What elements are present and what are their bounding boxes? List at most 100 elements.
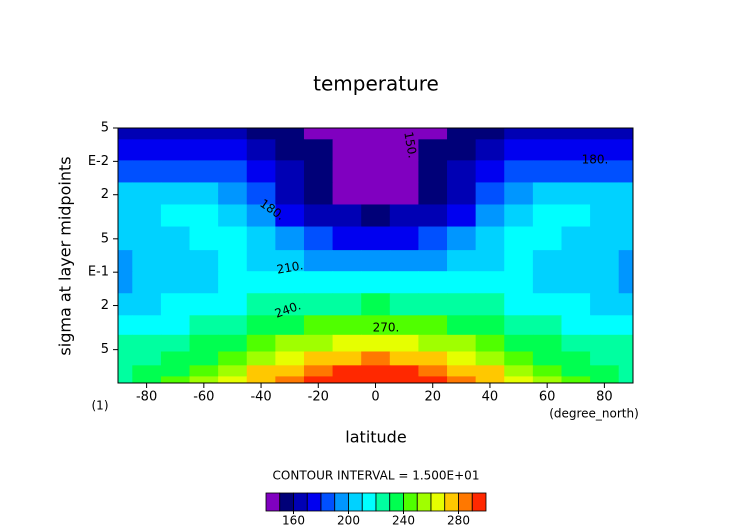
x-tick-label: -80 bbox=[136, 390, 157, 405]
cell bbox=[504, 351, 534, 366]
cell bbox=[475, 182, 505, 205]
cell bbox=[189, 204, 219, 228]
cell bbox=[447, 128, 477, 140]
y-tick-label: E-2 bbox=[88, 154, 109, 169]
cell bbox=[532, 160, 562, 183]
cell bbox=[561, 204, 591, 228]
cell bbox=[504, 139, 534, 161]
cell bbox=[361, 139, 391, 161]
cell bbox=[332, 293, 362, 316]
cell bbox=[160, 204, 191, 228]
cell bbox=[303, 271, 334, 294]
cell bbox=[418, 365, 448, 377]
cell bbox=[504, 376, 534, 384]
cell bbox=[590, 365, 620, 377]
cell bbox=[275, 293, 305, 316]
cell bbox=[561, 365, 591, 377]
x-tick-label: -60 bbox=[193, 390, 214, 405]
cell bbox=[246, 250, 276, 272]
colorbar-swatch bbox=[416, 492, 432, 512]
cell bbox=[332, 128, 362, 140]
cell bbox=[218, 139, 248, 161]
colorbar-tick-label: 280 bbox=[447, 514, 470, 528]
cell bbox=[303, 315, 334, 336]
cell bbox=[561, 315, 591, 336]
cell bbox=[303, 250, 334, 272]
contour-label: 270. bbox=[373, 321, 400, 335]
cell bbox=[532, 351, 562, 366]
cell bbox=[361, 250, 391, 272]
cell bbox=[561, 226, 591, 251]
cell bbox=[189, 226, 219, 251]
cell bbox=[418, 293, 448, 316]
cell bbox=[218, 160, 248, 183]
cell bbox=[189, 139, 219, 161]
x-tick-label: -20 bbox=[308, 390, 329, 405]
cell bbox=[246, 315, 276, 336]
colorbar-swatch bbox=[348, 492, 363, 512]
cell bbox=[361, 226, 391, 251]
cell bbox=[447, 293, 477, 316]
cell bbox=[389, 182, 419, 205]
cell bbox=[160, 250, 191, 272]
cell bbox=[218, 271, 248, 294]
cell bbox=[389, 315, 419, 336]
cell bbox=[447, 365, 477, 377]
colorbar-tick-label: 240 bbox=[392, 514, 415, 528]
cell bbox=[389, 334, 419, 352]
cell bbox=[246, 271, 276, 294]
cell bbox=[132, 250, 162, 272]
cell bbox=[418, 128, 448, 140]
cell bbox=[218, 226, 248, 251]
cell bbox=[418, 226, 448, 251]
cell bbox=[504, 271, 534, 294]
cell bbox=[132, 160, 162, 183]
cell bbox=[618, 160, 634, 183]
cell bbox=[118, 293, 133, 316]
cell bbox=[447, 351, 477, 366]
cell bbox=[118, 139, 133, 161]
cell bbox=[418, 250, 448, 272]
cell bbox=[561, 160, 591, 183]
cell bbox=[118, 226, 133, 251]
cell bbox=[532, 128, 562, 140]
cell bbox=[561, 293, 591, 316]
cell bbox=[475, 226, 505, 251]
cell bbox=[418, 139, 448, 161]
cell bbox=[189, 182, 219, 205]
cell bbox=[303, 182, 334, 205]
cell bbox=[618, 204, 634, 228]
colorbar-tick-label: 200 bbox=[337, 514, 360, 528]
colorbar-swatch bbox=[265, 492, 281, 512]
cell bbox=[561, 250, 591, 272]
x-tick-label: 80 bbox=[596, 390, 613, 405]
cell bbox=[389, 351, 419, 366]
cell bbox=[118, 128, 133, 140]
cell bbox=[475, 334, 505, 352]
cell bbox=[475, 139, 505, 161]
cell bbox=[332, 376, 362, 384]
cell bbox=[618, 334, 634, 352]
colorbar-swatch bbox=[430, 492, 446, 512]
cell bbox=[332, 315, 362, 336]
colorbar-swatch bbox=[458, 492, 473, 512]
cell bbox=[132, 204, 162, 228]
y-axis-note: (1) bbox=[92, 399, 109, 413]
cell bbox=[218, 365, 248, 377]
cell bbox=[504, 250, 534, 272]
y-tick-label: 2 bbox=[101, 187, 109, 202]
cell bbox=[532, 334, 562, 352]
contour-label: 150. bbox=[401, 131, 419, 160]
colorbar-swatch bbox=[375, 492, 391, 512]
colorbar-swatch bbox=[403, 492, 418, 512]
cell bbox=[332, 334, 362, 352]
cell bbox=[132, 351, 162, 366]
cell bbox=[561, 139, 591, 161]
x-axis-label: latitude bbox=[345, 428, 406, 447]
cell bbox=[389, 293, 419, 316]
cell bbox=[118, 271, 133, 294]
cell bbox=[275, 128, 305, 140]
contour-label: 210. bbox=[276, 258, 305, 276]
cell bbox=[189, 351, 219, 366]
x-tick-label: 60 bbox=[539, 390, 556, 405]
